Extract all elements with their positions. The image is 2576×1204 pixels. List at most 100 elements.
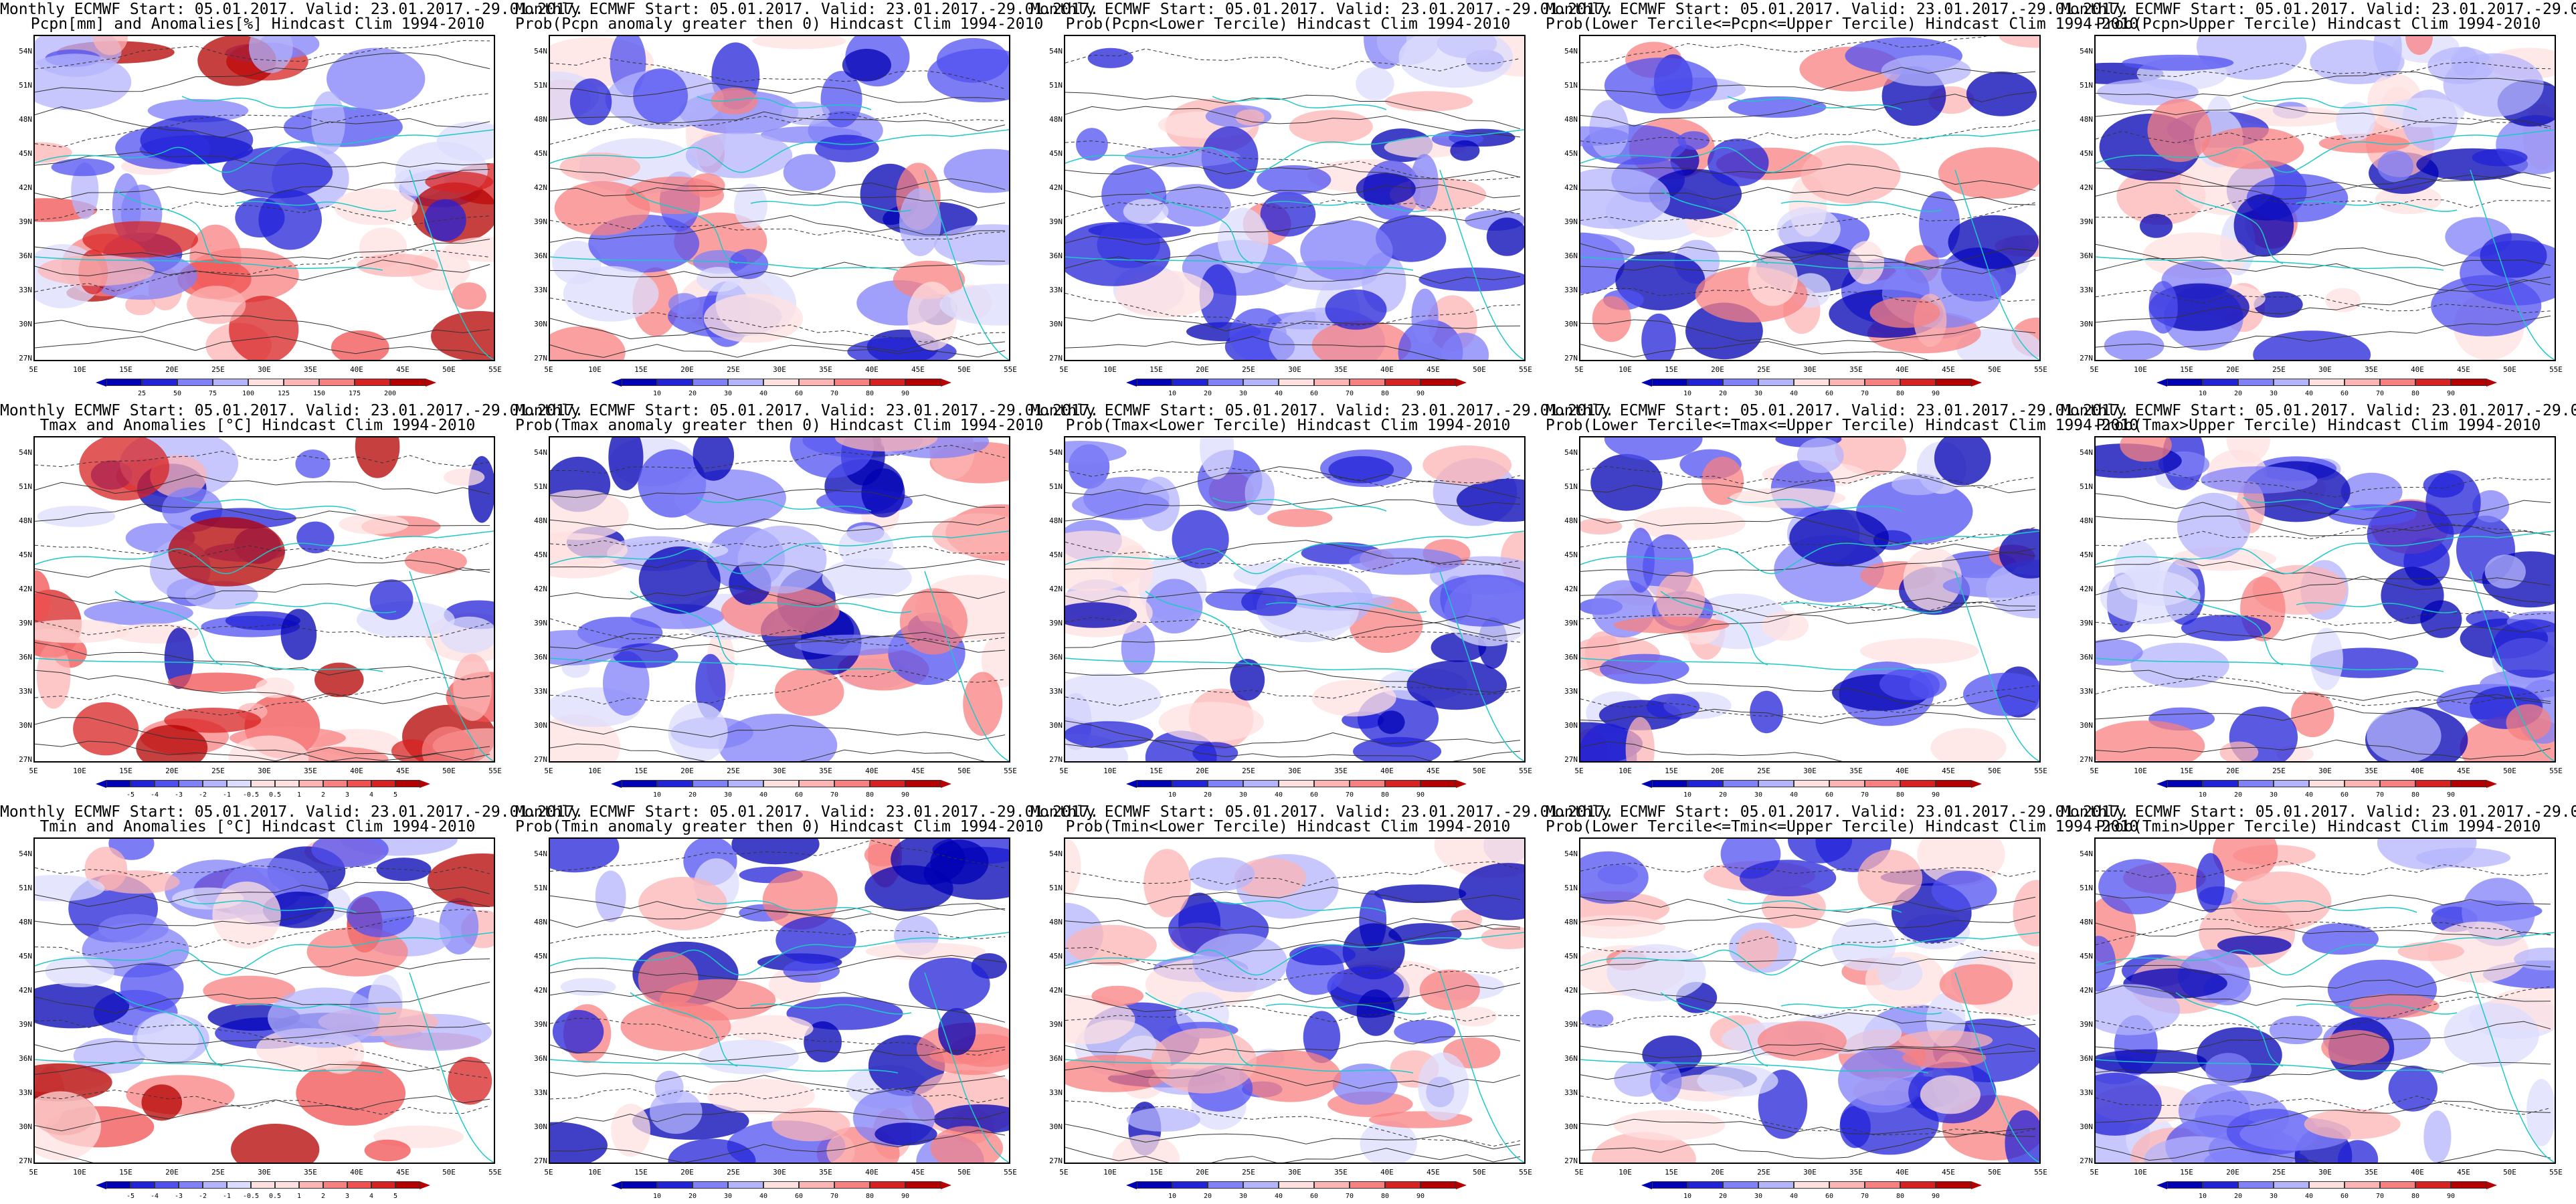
field-patch (2181, 615, 2272, 641)
lon-label: 50E (1473, 1168, 1486, 1177)
forecast-panel: Monthly ECMWF Start: 05.01.2017. Valid: … (2061, 803, 2576, 1204)
field-patch (1065, 839, 1081, 896)
contour-line (2096, 197, 2551, 218)
field-patch (2201, 466, 2318, 494)
field-patch (1158, 702, 1265, 742)
lon-label: 45E (1427, 365, 1440, 374)
lon-label: 45E (911, 365, 925, 374)
contour-line (1065, 208, 1521, 245)
field-patch (2472, 490, 2510, 523)
lon-label: 45E (1427, 767, 1440, 775)
field-patch (703, 294, 803, 343)
color-bar-segment (1758, 780, 1794, 787)
coastline (235, 1003, 397, 1015)
lat-label: 54N (1049, 47, 1063, 56)
color-bar-segment (284, 379, 319, 386)
lat-label: 48N (1049, 918, 1063, 926)
color-bar-tick: 1 (296, 791, 302, 799)
field-patch (550, 839, 620, 873)
field-patch (930, 839, 989, 885)
lat-label: 30N (19, 721, 32, 730)
lat-label: 30N (534, 721, 547, 730)
coastline (1065, 129, 1524, 173)
lon-label: 15E (1149, 1168, 1163, 1177)
color-bar-segment (177, 379, 213, 386)
lat-label: 33N (1049, 687, 1063, 696)
panel-title-line2: Prob(Tmax<Lower Tercile) Hindcast Clim 1… (1065, 417, 1511, 434)
color-bar-segment (2415, 1181, 2451, 1189)
lat-label: 51N (2080, 482, 2093, 491)
lat-label: 36N (1049, 1054, 1063, 1063)
color-bar-tick: -4 (150, 791, 159, 799)
color-bar-tick: 80 (2411, 791, 2420, 799)
contour-line (35, 239, 490, 260)
color-bar-segment (728, 379, 763, 386)
field-patch (231, 1124, 320, 1163)
color-bar-tick: -0.5 (242, 1193, 260, 1200)
field-patch (2096, 936, 2116, 992)
lon-label: 50E (2503, 1168, 2516, 1177)
lat-label: 42N (1564, 986, 1578, 995)
field-patch (1065, 721, 1154, 748)
color-bar-segment (1794, 780, 1829, 787)
coastline (114, 992, 223, 1067)
color-bar-tick: 70 (830, 390, 839, 397)
field-patch (1737, 929, 1778, 970)
color-bar-segment (728, 780, 763, 787)
color-bar-tick: 40 (759, 1193, 768, 1200)
field-patch (554, 181, 650, 235)
color-bar-tick: 80 (2411, 390, 2420, 397)
map-field (1580, 839, 2039, 1163)
field-patch (1930, 728, 2007, 761)
contour-line (35, 717, 490, 758)
lat-label: 39N (2080, 1020, 2093, 1029)
lat-label: 36N (1564, 252, 1578, 260)
field-patch (1311, 680, 1396, 717)
color-bar-segment (1865, 379, 1900, 386)
field-patch (737, 525, 827, 594)
field-patch (2219, 741, 2259, 761)
lat-label: 54N (534, 849, 547, 858)
lat-label: 30N (1049, 1122, 1063, 1131)
color-bar-segment (227, 780, 251, 787)
lat-label: 45N (1564, 149, 1578, 158)
contour-line (2096, 493, 2551, 520)
color-bar-tick: 40 (2304, 1193, 2314, 1200)
lat-label: 51N (19, 884, 32, 892)
color-bar-segment (155, 1181, 179, 1189)
contour-line (550, 344, 1006, 358)
color-bar-tick: 30 (1238, 1193, 1248, 1200)
coastline (1580, 530, 2039, 575)
field-patch (2096, 1049, 2207, 1074)
coastline (2470, 972, 2555, 1163)
lat-label: 45N (534, 550, 547, 559)
field-patch (1406, 660, 1507, 710)
color-bar-tick: 10 (1168, 390, 1177, 397)
contour-line (1065, 163, 1521, 180)
field-patch (1877, 957, 1923, 991)
lon-label: 25E (727, 365, 740, 374)
color-bar-segment (347, 780, 371, 787)
field-patch (1847, 241, 1885, 284)
color-bar-tick: 60 (1825, 791, 1834, 799)
lon-label: 15E (1665, 1168, 1678, 1177)
contour-line (2096, 247, 2551, 272)
color-bar-tick: 10 (652, 1193, 662, 1200)
color-bar-tick: 60 (2340, 791, 2349, 799)
field-patch (2506, 704, 2551, 741)
coastline (181, 497, 357, 512)
field-patch (835, 437, 938, 452)
lat-label: 33N (534, 286, 547, 294)
color-bar (2156, 379, 2497, 387)
field-patch (1881, 55, 1971, 86)
forecast-panel: Monthly ECMWF Start: 05.01.2017. Valid: … (1546, 0, 2138, 401)
color-bar-tick: 20 (1203, 1193, 1212, 1200)
color-bar-min-arrow (2156, 780, 2167, 788)
coastline (1780, 1003, 1942, 1015)
coastline (35, 932, 494, 976)
color-bar-segment (1314, 379, 1350, 386)
map-frame (2094, 837, 2556, 1164)
color-bar-tick: 80 (1896, 390, 1905, 397)
field-patch (164, 627, 194, 689)
color-bar-segment (1385, 1181, 1420, 1189)
